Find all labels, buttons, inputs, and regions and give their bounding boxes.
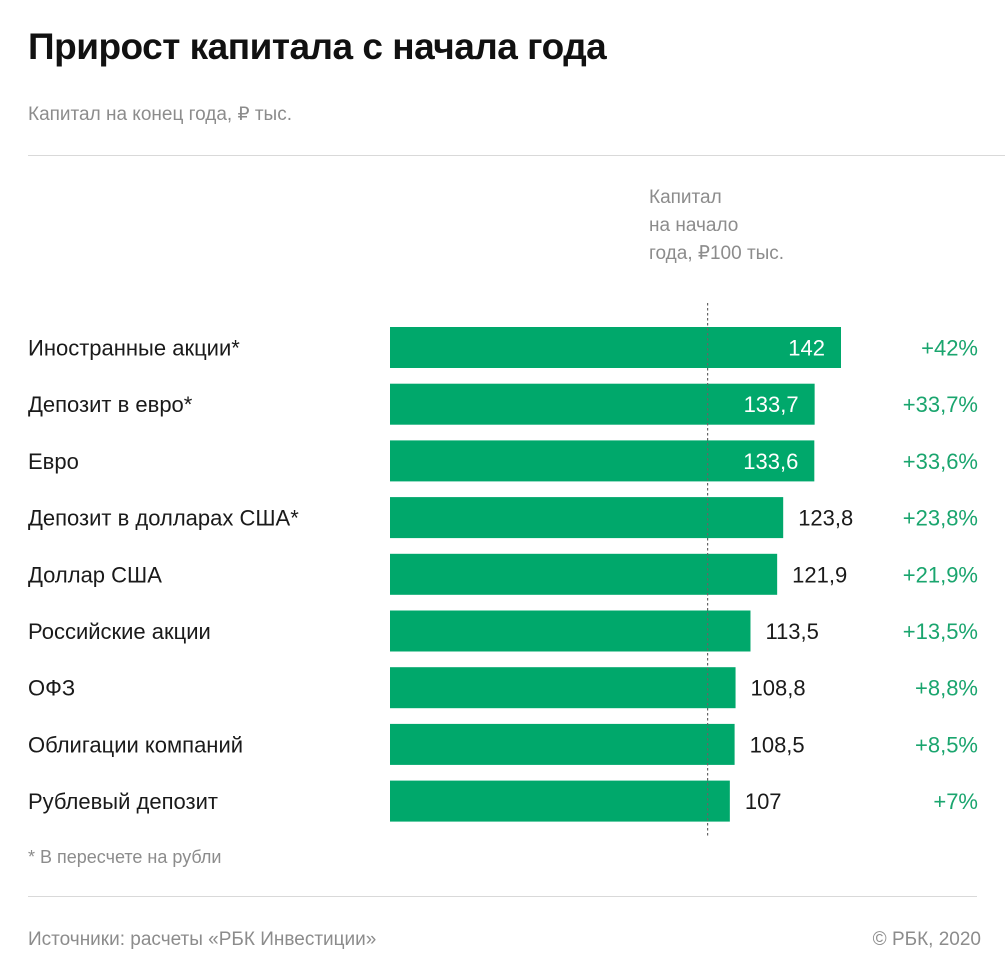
category-label: Доллар США (28, 562, 162, 587)
copyright: © РБК, 2020 (872, 929, 981, 950)
category-label: Евро (28, 449, 79, 474)
bar (390, 610, 751, 652)
reference-label: на начало (649, 215, 738, 236)
change-label: +13,5% (903, 619, 978, 644)
value-label: 133,7 (744, 392, 799, 417)
category-label: Депозит в долларах США* (28, 506, 299, 531)
change-label: +33,7% (903, 392, 978, 417)
bar (390, 383, 815, 425)
value-label: 107 (745, 789, 782, 814)
bar (390, 553, 778, 595)
source-note: Источники: расчеты «РБК Инвестиции» (28, 929, 377, 950)
category-label: Облигации компаний (28, 732, 243, 757)
bar (390, 723, 735, 765)
value-label: 121,9 (792, 562, 847, 587)
value-label: 108,5 (750, 732, 805, 757)
bar (390, 497, 784, 539)
bar (390, 440, 815, 482)
reference-label: Капитал (649, 187, 722, 208)
value-label: 108,8 (751, 676, 806, 701)
bottom-divider (28, 896, 977, 897)
bar (390, 780, 730, 822)
reference-label: года, ₽100 тыс. (649, 243, 784, 264)
category-label: Депозит в евро* (28, 392, 193, 417)
value-label: 142 (788, 336, 825, 361)
change-label: +8,8% (915, 676, 978, 701)
change-label: +7% (933, 789, 978, 814)
value-label: 133,6 (743, 449, 798, 474)
value-label: 123,8 (798, 506, 853, 531)
category-label: Российские акции (28, 619, 211, 644)
change-label: +21,9% (903, 562, 978, 587)
change-label: +42% (921, 336, 978, 361)
chart-title: Прирост капитала с начала года (28, 26, 607, 67)
footnote: * В пересчете на рубли (28, 847, 222, 867)
change-label: +33,6% (903, 449, 978, 474)
bar (390, 667, 736, 709)
top-divider (28, 155, 1005, 156)
chart-subtitle: Капитал на конец года, ₽ тыс. (28, 104, 292, 125)
category-label: Иностранные акции* (28, 336, 240, 361)
change-label: +8,5% (915, 732, 978, 757)
value-label: 113,5 (765, 619, 818, 644)
change-label: +23,8% (903, 506, 978, 531)
category-label: ОФЗ (28, 676, 75, 701)
category-label: Рублевый депозит (28, 789, 218, 814)
bar (390, 327, 841, 368)
